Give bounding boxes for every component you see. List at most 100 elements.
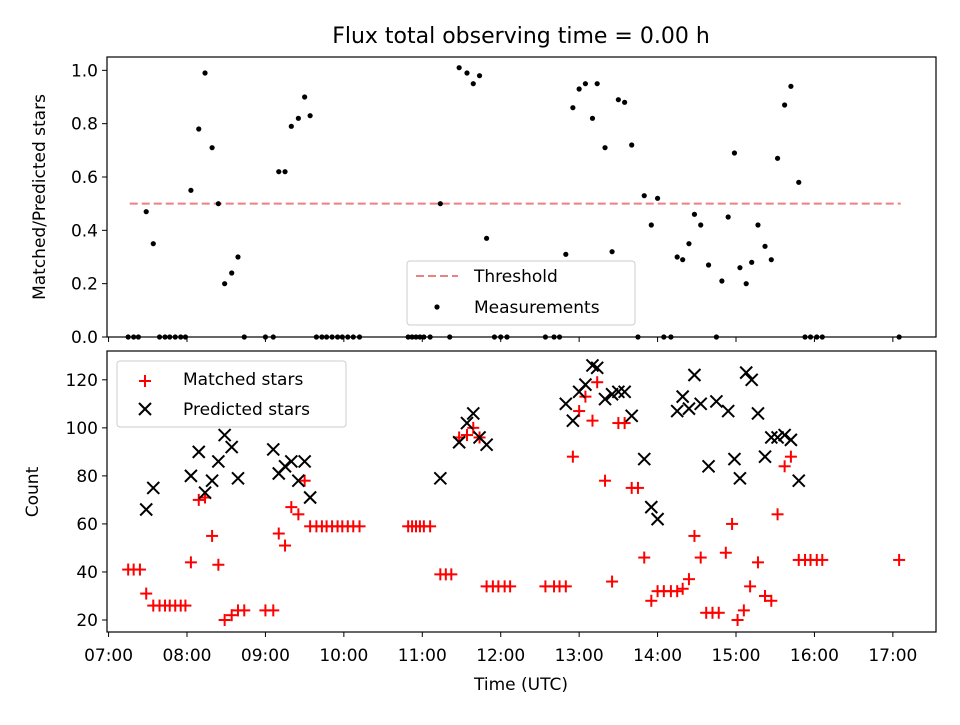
predicted-star-stroke-b xyxy=(784,433,798,447)
predicted-star-point xyxy=(192,445,206,459)
predicted-star-point xyxy=(559,397,573,411)
predicted-star-point xyxy=(598,392,612,406)
predicted-star-stroke-b xyxy=(644,500,659,514)
matched-star-point xyxy=(179,599,192,612)
matched-star-point xyxy=(737,604,750,617)
ratio-plot: 0.0 0.2 0.4 0.6 0.8 1.0 Matched/Predicted sta… xyxy=(30,56,937,348)
matched-star-point xyxy=(591,376,604,389)
predicted-star-point xyxy=(460,416,474,430)
predicted-star-point xyxy=(231,471,245,485)
predicted-star-point xyxy=(611,385,626,399)
predicted-star-stroke-b xyxy=(687,368,702,382)
predicted-star-stroke-b xyxy=(433,471,448,485)
count-legend: Matched stars Predicted stars xyxy=(116,360,347,428)
measurement-point xyxy=(150,241,156,247)
predicted-star-point xyxy=(694,397,708,411)
measurement-point xyxy=(222,281,228,287)
ratio-y-tick-label: 0.0 xyxy=(71,328,98,348)
predicted-star-point xyxy=(784,433,798,447)
matched-star-point xyxy=(778,460,791,473)
predicted-star-point xyxy=(764,430,779,445)
matched-star-point xyxy=(712,606,725,619)
measurement-point xyxy=(476,73,483,79)
count-y-tick-label: 40 xyxy=(76,563,98,583)
ratio-y-tick-label: 0.6 xyxy=(71,168,98,188)
x-tick-label: 14:00 xyxy=(633,646,682,666)
matched-star-point xyxy=(206,529,219,542)
predicted-star-point xyxy=(733,471,747,485)
matched-star-point xyxy=(424,520,437,533)
measurement-point xyxy=(782,102,788,108)
matched-star-point xyxy=(267,604,280,617)
predicted-star-stroke-b xyxy=(205,473,219,488)
predicted-legend-marker xyxy=(138,402,152,416)
ratio-y-tick-label: 0.4 xyxy=(71,221,98,241)
measurement-point xyxy=(302,94,308,100)
measurement-point xyxy=(288,123,294,129)
measurement-point xyxy=(229,270,235,276)
predicted-star-point xyxy=(721,404,735,418)
predicted-star-point xyxy=(303,490,317,505)
measurement-point xyxy=(622,99,628,105)
matched-star-point xyxy=(579,390,592,403)
predicted-star-point xyxy=(211,454,226,469)
matched-star-point xyxy=(353,520,366,533)
predicted-star-point xyxy=(709,394,724,409)
measurement-point xyxy=(691,211,698,217)
ratio-legend: Threshold Measurements xyxy=(406,260,636,326)
predicted-star-point xyxy=(139,502,153,517)
measurement-point xyxy=(307,113,313,119)
measurement-point xyxy=(796,179,802,185)
measurement-point xyxy=(282,169,288,175)
predicted-star-point xyxy=(224,440,239,454)
threshold-legend-label: Threshold xyxy=(473,267,558,287)
measurements-legend-label: Measurements xyxy=(474,298,600,318)
predicted-star-point xyxy=(682,401,696,416)
measurement-point xyxy=(609,249,615,255)
measurement-point xyxy=(483,235,490,241)
measurement-point xyxy=(143,209,149,215)
matched-star-point xyxy=(218,613,231,626)
measurement-point xyxy=(749,259,755,265)
x-tick-label: 07:00 xyxy=(84,646,133,666)
predicted-star-stroke-b xyxy=(211,454,226,469)
measurement-point xyxy=(570,105,576,111)
x-tick-label: 16:00 xyxy=(790,646,839,666)
predicted-star-point xyxy=(675,389,690,404)
matched-star-point xyxy=(731,613,744,626)
measurement-point xyxy=(589,115,596,121)
predicted-star-stroke-b xyxy=(460,416,474,430)
measurement-point xyxy=(437,201,443,207)
ratio-y-axis-label: Matched/Predicted stars xyxy=(30,94,50,300)
matched-star-point xyxy=(638,551,651,564)
predicted-star-stroke-b xyxy=(727,452,742,466)
matched-star-point xyxy=(618,417,631,430)
predicted-star-point xyxy=(184,469,198,483)
predicted-star-stroke-b xyxy=(578,377,593,392)
matched-star-point xyxy=(671,585,684,598)
predicted-star-stroke-b xyxy=(777,428,792,442)
predicted-star-stroke-b xyxy=(758,449,772,464)
x-tick-label: 17:00 xyxy=(868,646,917,666)
predicted-star-point xyxy=(205,473,219,488)
predicted-star-point xyxy=(590,361,604,375)
predicted-star-point xyxy=(727,452,742,466)
predicted-star-stroke-b xyxy=(278,459,292,473)
measurement-point xyxy=(762,243,768,249)
count-y-tick-label: 120 xyxy=(66,371,98,391)
predicted-star-stroke-b xyxy=(231,471,245,485)
predicted-star-stroke-b xyxy=(751,406,765,421)
predicted-star-stroke-b xyxy=(559,397,573,411)
x-axis-label: Time (UTC) xyxy=(473,675,568,695)
x-tick-label: 10:00 xyxy=(319,646,368,666)
matched-star-point xyxy=(816,553,829,566)
matched-star-point xyxy=(719,546,732,559)
measurement-point xyxy=(737,265,743,271)
count-y-tick-label: 80 xyxy=(76,467,98,487)
predicted-star-stroke-b xyxy=(466,406,480,421)
measurement-point xyxy=(719,278,725,284)
predicted-star-stroke-b xyxy=(266,442,280,457)
predicted-star-point xyxy=(217,428,232,442)
predicted-star-point xyxy=(198,485,212,500)
predicted-star-point xyxy=(758,449,772,464)
